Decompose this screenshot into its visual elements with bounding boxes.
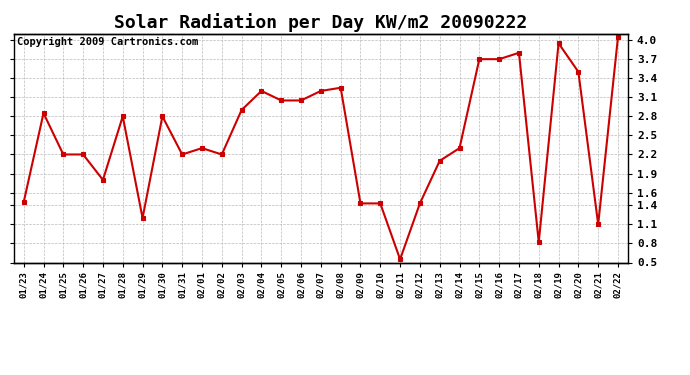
- Text: Copyright 2009 Cartronics.com: Copyright 2009 Cartronics.com: [17, 37, 198, 47]
- Title: Solar Radiation per Day KW/m2 20090222: Solar Radiation per Day KW/m2 20090222: [115, 13, 527, 32]
